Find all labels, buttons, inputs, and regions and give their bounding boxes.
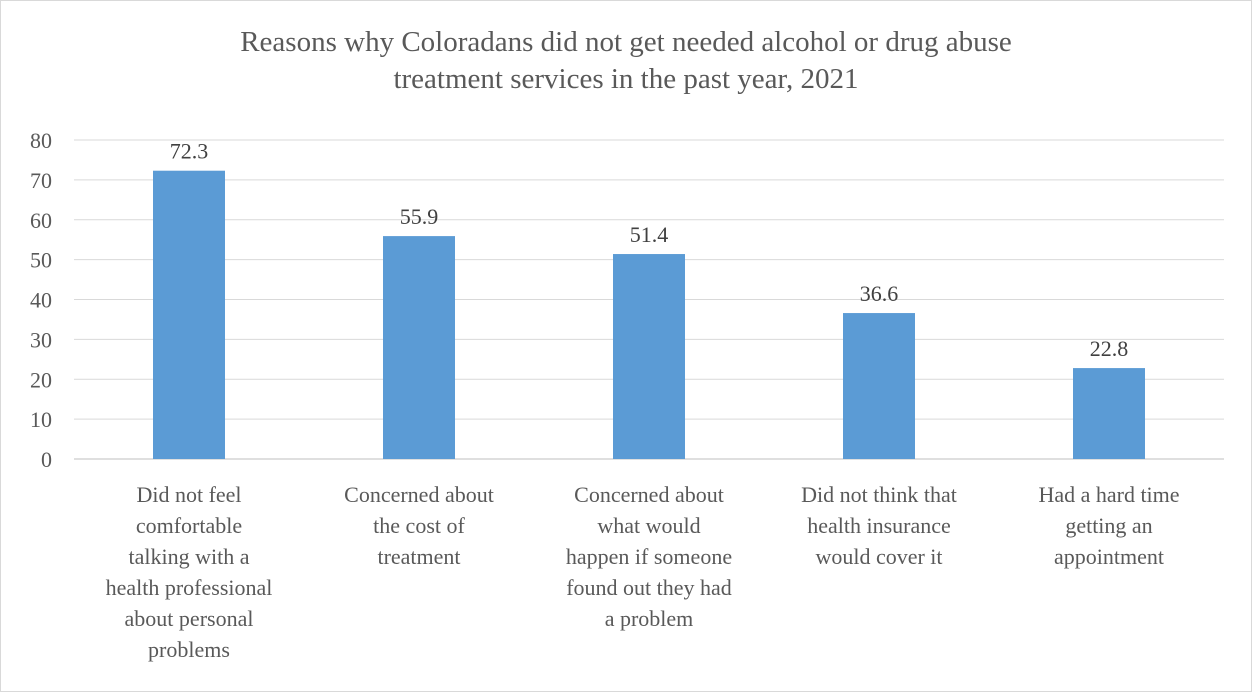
category-label-line: Did not feel (136, 482, 241, 507)
category-label-line: getting an (1065, 513, 1152, 538)
data-label: 36.6 (860, 281, 899, 306)
y-tick-label: 70 (30, 168, 52, 193)
bars (153, 170, 1145, 460)
y-tick-label: 0 (41, 447, 52, 472)
category-label-line: talking with a (129, 544, 250, 569)
y-tick-label: 40 (30, 288, 52, 313)
category-label: Concerned about the cost of treatment (344, 482, 494, 569)
category-label-line: comfortable (136, 513, 242, 538)
y-tick-label: 20 (30, 367, 52, 392)
category-label-line: found out they had (566, 575, 732, 600)
data-label: 22.8 (1090, 336, 1129, 361)
category-label-line: health professional (106, 575, 273, 600)
y-tick-label: 30 (30, 327, 52, 352)
y-tick-label: 60 (30, 208, 52, 233)
bar (383, 236, 455, 459)
category-label-line: Concerned about (344, 482, 494, 507)
y-axis-ticks: 0 10 20 30 40 50 60 70 80 (30, 128, 52, 472)
data-labels: 72.3 55.9 51.4 36.6 22.8 (170, 139, 1129, 361)
data-label: 55.9 (400, 204, 439, 229)
chart-title: Reasons why Coloradans did not get neede… (0, 24, 1252, 98)
category-label: Did not think that health insurance would … (801, 482, 957, 569)
y-tick-label: 50 (30, 248, 52, 273)
y-tick-label: 80 (30, 128, 52, 153)
bar (1073, 368, 1145, 459)
category-label-line: about personal (125, 606, 254, 631)
category-label-line: the cost of (373, 513, 465, 538)
category-label-line: Did not think that (801, 482, 957, 507)
category-label-line: treatment (377, 544, 460, 569)
category-label-line: appointment (1054, 544, 1164, 569)
data-label: 72.3 (170, 139, 209, 164)
bar (843, 313, 915, 459)
category-label-line: Concerned about (574, 482, 724, 507)
category-label-line: a problem (605, 606, 694, 631)
chart-title-line-1: Reasons why Coloradans did not get neede… (240, 26, 1012, 58)
category-label: Did not feel comfortable talking with a hea… (106, 482, 273, 662)
chart-title-line-2: treatment services in the past year, 202… (393, 63, 859, 95)
category-label-line: Had a hard time (1038, 482, 1179, 507)
category-label-line: happen if someone (566, 544, 732, 569)
bar (613, 254, 685, 459)
category-label-line: would cover it (815, 544, 942, 569)
bar (153, 170, 225, 460)
category-label-line: health insurance (807, 513, 951, 538)
category-label: Had a hard time getting an appointment (1038, 482, 1179, 569)
data-label: 51.4 (630, 222, 669, 247)
category-label-line: what would (597, 513, 700, 538)
category-label-line: problems (148, 637, 230, 662)
category-label: Concerned about what would happen if someo… (566, 482, 732, 631)
category-labels: Did not feel comfortable talking with a hea… (106, 482, 1180, 662)
y-tick-label: 10 (30, 407, 52, 432)
